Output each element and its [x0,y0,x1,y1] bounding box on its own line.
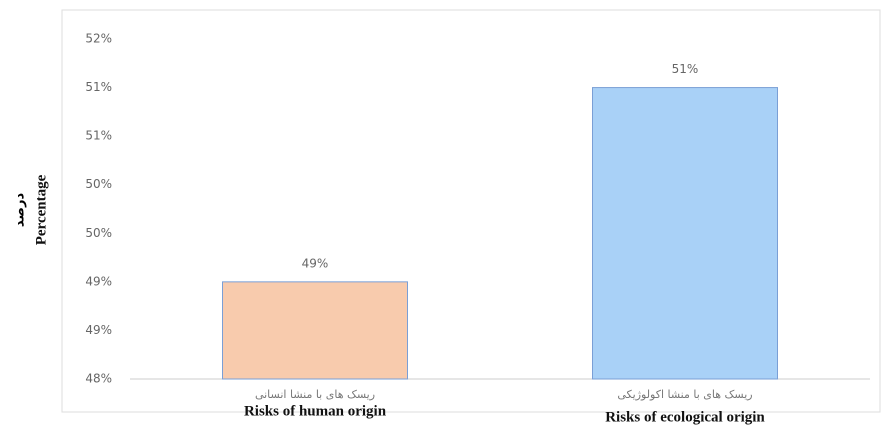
value-label: 49% [302,256,329,270]
x-tick-label-local: ریسک های با منشا اکولوژیکی [617,388,752,401]
y-label: Percentage [33,174,49,245]
bar [222,281,408,380]
y-tick-label: 51% [85,80,112,94]
x-tick-label: Risks of human origin [244,403,387,419]
y-tick-label: 49% [85,323,112,337]
x-tick-label: Risks of ecological origin [605,409,765,425]
y-tick-label: 51% [85,129,112,143]
y-tick-label: 52% [85,32,112,46]
value-label: 51% [672,62,699,76]
y-tick-label: 48% [85,372,112,386]
y-tick-label: 50% [85,226,112,240]
y-tick-label: 49% [85,274,112,288]
x-tick-label-local: ریسک های با منشا انسانی [255,388,375,401]
y-label-local: درصد [13,193,28,228]
bar [592,87,778,380]
y-tick-label: 50% [85,177,112,191]
